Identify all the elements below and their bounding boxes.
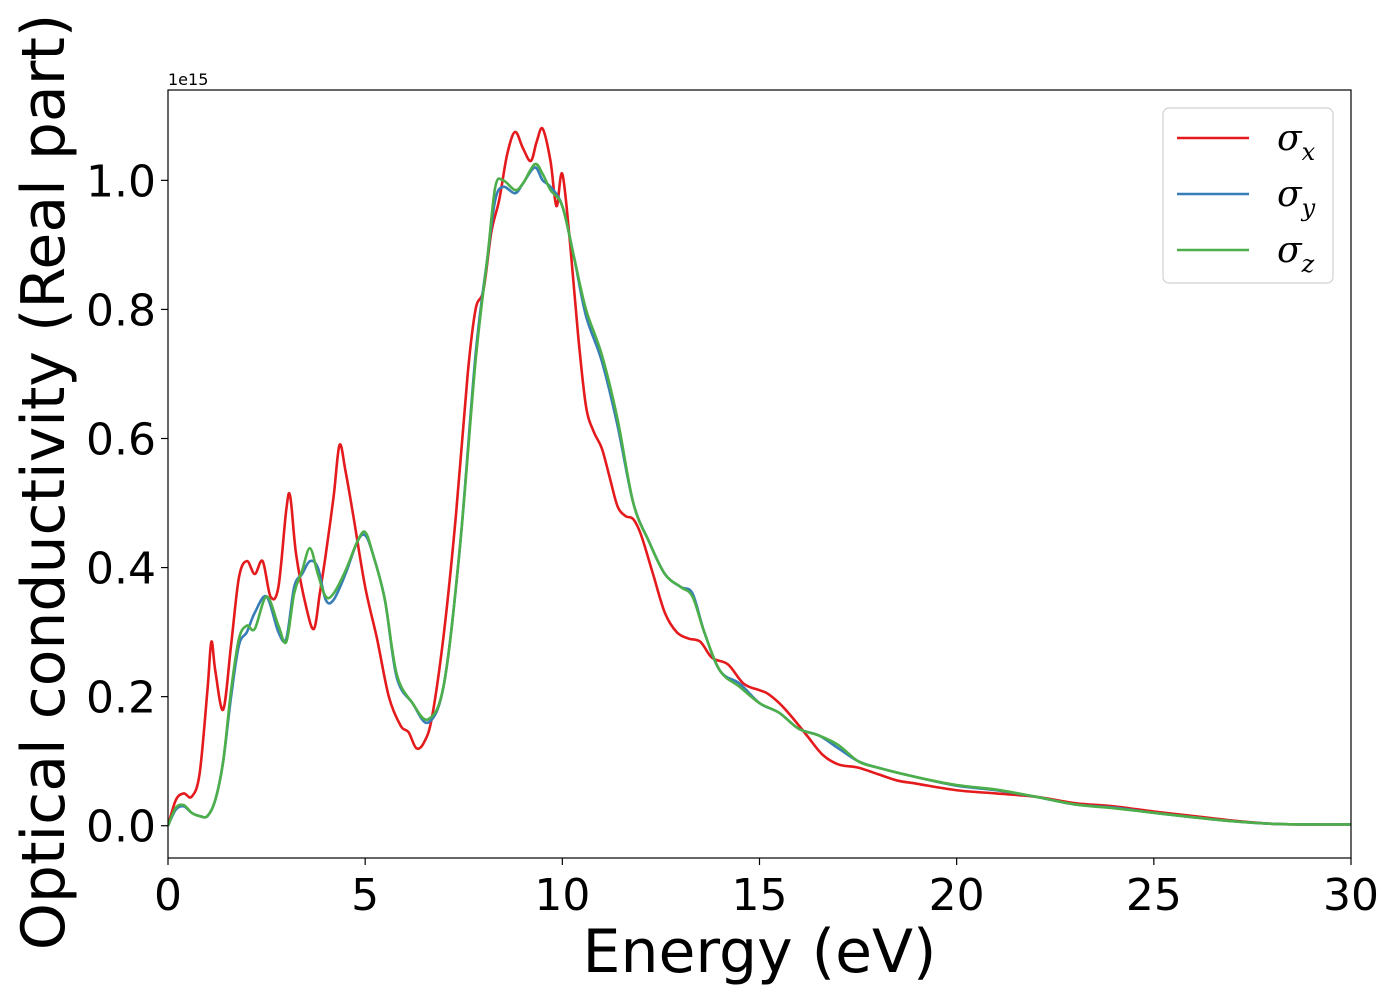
y-tick-label: 0.4 xyxy=(86,544,156,595)
legend-label-y: σy xyxy=(1277,174,1316,222)
legend: σx σy σz xyxy=(1162,107,1334,284)
y-tick-label: 0.8 xyxy=(86,285,156,336)
y-axis-label: Optical conductivity (Real part) xyxy=(9,14,79,951)
x-tick-label: 5 xyxy=(351,870,379,921)
x-tick-label: 25 xyxy=(1126,870,1182,921)
y-offset-label: 1e15 xyxy=(168,70,208,89)
y-tick-label: 0.6 xyxy=(86,415,156,466)
legend-label-x: σx xyxy=(1277,118,1316,166)
x-tick-label: 10 xyxy=(534,870,590,921)
y-tick-label: 1.0 xyxy=(86,156,156,207)
x-tick-label: 20 xyxy=(929,870,985,921)
y-tick-label: 0.0 xyxy=(86,802,156,853)
series-line-x xyxy=(168,126,1351,827)
legend-label-z: σz xyxy=(1277,230,1315,278)
series-line-z xyxy=(168,162,1351,827)
y-axis: 0.0 0.2 0.4 0.6 0.8 1.0 xyxy=(86,156,168,853)
y-tick-label: 0.2 xyxy=(86,673,156,724)
x-tick-label: 15 xyxy=(732,870,788,921)
x-tick-label: 30 xyxy=(1323,870,1379,921)
x-tick-label: 0 xyxy=(154,870,182,921)
legend-box xyxy=(1162,107,1334,284)
x-axis: 0 5 10 15 20 25 30 xyxy=(154,858,1379,921)
x-axis-label: Energy (eV) xyxy=(583,917,937,987)
